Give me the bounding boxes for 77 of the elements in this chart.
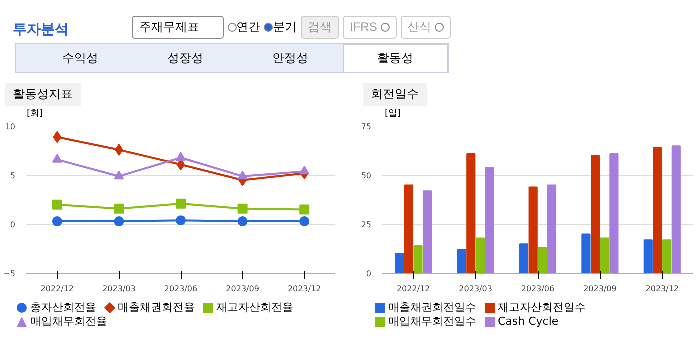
text: 검색 bbox=[300, 16, 339, 39]
point bbox=[52, 216, 62, 227]
point bbox=[114, 216, 124, 227]
bar bbox=[476, 238, 486, 274]
text: IFRS bbox=[342, 16, 397, 39]
point bbox=[176, 198, 186, 209]
bar bbox=[466, 153, 476, 274]
text: 연간 bbox=[236, 20, 261, 34]
point bbox=[52, 154, 62, 163]
bar bbox=[457, 249, 466, 274]
bar bbox=[528, 186, 538, 274]
x-tick-label: 2022/12 bbox=[40, 284, 74, 294]
text: 성장성 bbox=[166, 50, 204, 67]
x-tick-label: 2023/09 bbox=[226, 284, 260, 294]
bar bbox=[610, 153, 619, 274]
point bbox=[53, 131, 62, 144]
text: 산식 bbox=[400, 16, 451, 39]
bar bbox=[414, 246, 423, 274]
chart-title: 활동성지표 bbox=[5, 83, 81, 106]
bar bbox=[423, 190, 432, 274]
point bbox=[176, 152, 186, 161]
y-tick-label: 10 bbox=[5, 122, 16, 132]
point bbox=[300, 166, 310, 175]
y-tick-label: 5 bbox=[10, 172, 16, 180]
y-axis-title: [회] bbox=[26, 108, 44, 121]
x-tick-label: 2023/12 bbox=[288, 284, 322, 294]
x-tick-label: 2023/03 bbox=[459, 284, 492, 294]
bar bbox=[644, 240, 653, 274]
x-tick-label: 2023/12 bbox=[646, 284, 680, 294]
y-tick-label: 50 bbox=[361, 172, 372, 180]
bar bbox=[519, 244, 529, 274]
bar bbox=[600, 238, 610, 274]
bar bbox=[653, 148, 662, 274]
point bbox=[52, 200, 62, 210]
text: 주재무제표 bbox=[132, 16, 224, 39]
point bbox=[176, 216, 186, 226]
chart-title: 회전일수 bbox=[363, 83, 427, 106]
bar bbox=[590, 155, 600, 274]
point bbox=[114, 204, 124, 214]
y-tick-label: 0 bbox=[366, 270, 372, 278]
legend-label: 매입채무회전율 bbox=[29, 315, 108, 329]
point bbox=[238, 216, 248, 227]
legend-label: 재고자산회전일수 bbox=[496, 301, 586, 315]
bar bbox=[662, 240, 672, 274]
point bbox=[300, 216, 310, 227]
point bbox=[300, 204, 310, 215]
legend-label: 매출채권회전일수 bbox=[387, 301, 476, 315]
bar bbox=[672, 146, 681, 274]
bar bbox=[404, 184, 414, 274]
legend-label: 매출채권회전율 bbox=[116, 301, 195, 315]
text: 투자분석 bbox=[13, 20, 69, 39]
text: 활동성 bbox=[343, 44, 448, 72]
bar bbox=[582, 234, 591, 274]
bar bbox=[395, 253, 404, 274]
y-tick-label: −5 bbox=[4, 270, 16, 278]
y-tick-label: 0 bbox=[10, 220, 16, 230]
point bbox=[238, 170, 248, 180]
text: 분기 bbox=[272, 20, 297, 34]
x-tick-label: 2023/03 bbox=[102, 284, 136, 294]
bar bbox=[547, 184, 557, 274]
x-tick-label: 2023/06 bbox=[164, 284, 198, 294]
legend-label: 총자산회전율 bbox=[29, 301, 96, 315]
point bbox=[238, 204, 248, 214]
y-axis-title: [일] bbox=[384, 108, 402, 121]
x-tick-label: 2023/06 bbox=[521, 284, 555, 294]
x-tick-label: 2023/09 bbox=[584, 284, 617, 294]
legend-label: 매입채무회전일수 bbox=[387, 315, 476, 329]
text: 안정성 bbox=[272, 50, 310, 67]
legend-label: 재고자산회전율 bbox=[215, 301, 294, 315]
bar bbox=[538, 248, 548, 274]
x-tick-label: 2022/12 bbox=[396, 284, 430, 294]
legend-label: Cash Cycle bbox=[496, 315, 559, 329]
bar bbox=[485, 167, 494, 274]
y-tick-label: 75 bbox=[361, 122, 372, 132]
text: 수익성 bbox=[62, 50, 100, 67]
y-tick-label: 25 bbox=[361, 220, 372, 230]
point bbox=[114, 170, 124, 180]
